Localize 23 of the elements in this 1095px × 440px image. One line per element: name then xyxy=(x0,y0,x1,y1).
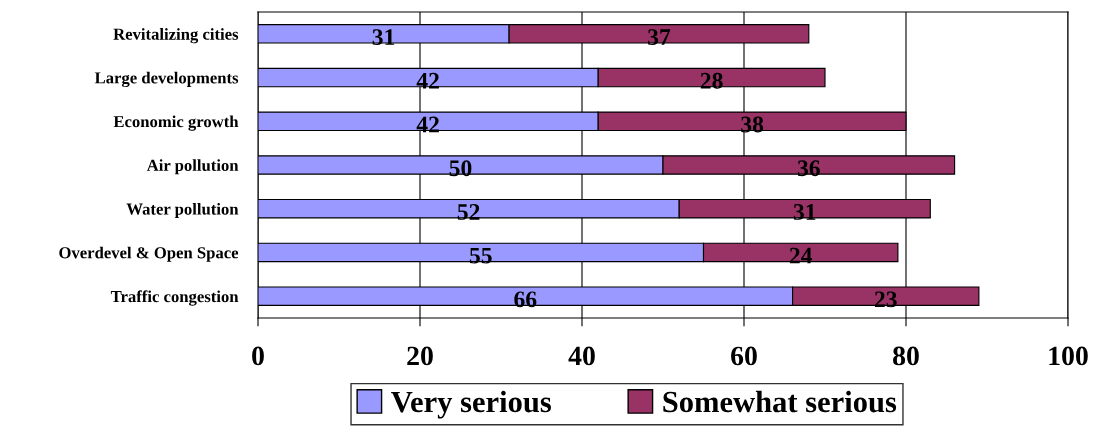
legend-label: Somewhat serious xyxy=(663,390,897,413)
y-tick-label: Overdevel & Open Space xyxy=(59,246,239,262)
x-tick-label: 60 xyxy=(731,346,757,366)
y-tick-label: Revitalizing cities xyxy=(113,28,239,44)
data-label: 31 xyxy=(372,29,395,46)
x-tick-label: 0 xyxy=(252,346,264,366)
x-tick-label: 80 xyxy=(893,346,919,366)
data-label: 52 xyxy=(457,204,480,220)
data-label: 42 xyxy=(416,72,439,89)
legend-label: Very serious xyxy=(391,390,551,419)
data-label: 31 xyxy=(793,204,816,220)
x-tick-label: 100 xyxy=(1049,346,1088,366)
y-tick-label: Large developments xyxy=(94,71,239,88)
y-tick-label: Air pollution xyxy=(146,159,239,175)
y-tick-label: Economic growth xyxy=(113,115,239,131)
data-label: 50 xyxy=(449,160,472,177)
y-tick-label: Water pollution xyxy=(126,202,239,219)
data-label: 37 xyxy=(648,29,671,46)
y-tick-label: Traffic congestion xyxy=(110,290,239,306)
data-label: 28 xyxy=(700,72,723,89)
x-tick-label: 20 xyxy=(407,346,433,366)
x-tick-label: 40 xyxy=(568,346,595,366)
data-label: 36 xyxy=(797,160,820,177)
